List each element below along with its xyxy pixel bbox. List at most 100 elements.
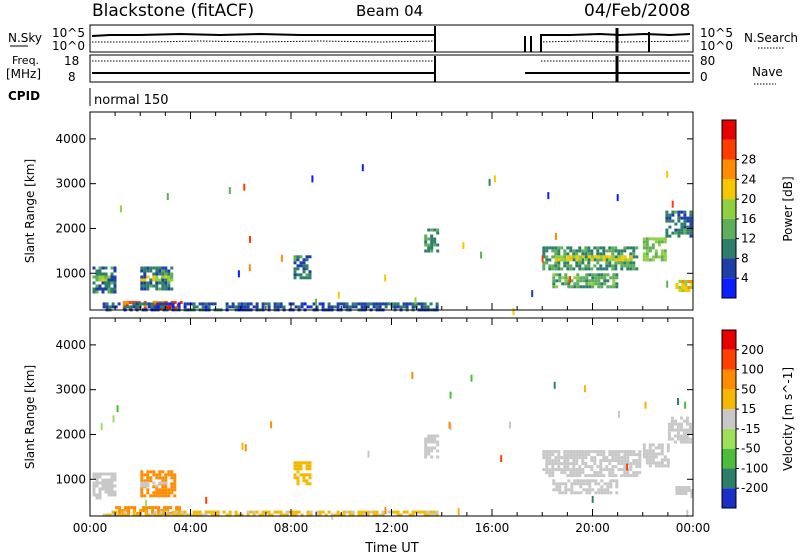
- data-cell: [560, 267, 564, 271]
- data-cell: [545, 255, 549, 259]
- data-cell: [561, 491, 565, 495]
- data-cell: [342, 513, 346, 517]
- data-cell: [575, 453, 579, 457]
- data-cell: [645, 461, 649, 465]
- data-cell: [642, 446, 646, 450]
- y-tick-label: 3000: [55, 383, 86, 397]
- data-cell: [570, 279, 574, 283]
- data-cell: [552, 273, 556, 277]
- data-cell: [95, 478, 99, 482]
- data-cell: [584, 264, 588, 268]
- data-cell: [615, 485, 619, 489]
- data-cell: [305, 267, 309, 271]
- data-cell: [424, 249, 428, 253]
- data-cell: [98, 269, 102, 273]
- data-cell: [342, 305, 346, 309]
- data-cell: [605, 255, 609, 259]
- data-cell: [603, 276, 607, 280]
- data-cell: [678, 492, 682, 495]
- data-cell: [629, 246, 633, 250]
- data-cell: [166, 506, 170, 510]
- data-cell: [687, 286, 691, 289]
- data-cell: [161, 479, 165, 483]
- data-cell: [309, 305, 313, 309]
- data-cell: [424, 455, 428, 459]
- data-cell: [95, 496, 99, 500]
- data-cell: [324, 513, 328, 517]
- data-cell: [599, 468, 603, 472]
- data-cell: [596, 255, 600, 259]
- data-cell: [614, 459, 618, 463]
- data-cell: [608, 462, 612, 466]
- data-cell: [327, 510, 331, 514]
- data-cell: [594, 282, 598, 286]
- data-cell: [671, 213, 675, 217]
- data-cell: [597, 491, 601, 495]
- data-cell: [611, 450, 615, 454]
- data-cell: [231, 302, 235, 306]
- data-point: [112, 415, 115, 423]
- y-tick-label: 1000: [55, 472, 86, 486]
- data-cell: [651, 246, 655, 250]
- nave-tick-top: 80: [700, 54, 715, 68]
- data-cell: [433, 440, 437, 444]
- data-block: [424, 434, 440, 459]
- data-cell: [660, 237, 664, 241]
- data-cell: [435, 513, 439, 517]
- data-point: [462, 242, 465, 250]
- data-cell: [408, 302, 412, 306]
- data-cell: [584, 465, 588, 469]
- data-cell: [296, 267, 300, 271]
- data-cell: [623, 261, 627, 265]
- data-cell: [129, 305, 133, 309]
- data-cell: [146, 476, 150, 480]
- data-cell: [294, 510, 298, 514]
- data-cell: [315, 513, 319, 517]
- data-cell: [620, 264, 624, 268]
- data-cell: [92, 266, 96, 270]
- data-cell: [161, 269, 165, 273]
- data-cell: [689, 210, 693, 214]
- data-cell: [207, 510, 211, 514]
- data-cell: [572, 465, 576, 469]
- data-cell: [156, 305, 160, 309]
- data-cell: [420, 510, 424, 514]
- data-cell: [671, 219, 675, 223]
- data-cell: [651, 458, 655, 462]
- data-cell: [427, 246, 431, 250]
- data-cell: [149, 470, 153, 474]
- data-cell: [648, 246, 652, 250]
- colorbar-segment: [722, 238, 736, 259]
- data-cell: [688, 437, 692, 441]
- data-cell: [183, 302, 187, 306]
- data-cell: [296, 482, 300, 486]
- data-cell: [566, 261, 570, 265]
- data-cell: [638, 471, 642, 475]
- data-cell: [436, 434, 440, 438]
- data-cell: [143, 494, 147, 498]
- nsearch-label: N.Search: [744, 31, 798, 45]
- data-cell: [578, 468, 582, 472]
- data-cell: [146, 269, 150, 273]
- data-cell: [393, 305, 397, 309]
- data-cell: [612, 479, 616, 483]
- data-point: [166, 193, 169, 201]
- colorbar-tick-label: 200: [741, 343, 764, 357]
- nsky-panel: N.Sky 10^5 10^0 N.Search 10^5 10^0: [8, 24, 798, 53]
- data-cell: [146, 281, 150, 285]
- data-cell: [579, 276, 583, 280]
- data-cell: [667, 437, 671, 441]
- data-cell: [581, 468, 585, 472]
- data-cell: [149, 269, 153, 273]
- data-cell: [429, 513, 433, 517]
- data-cell: [402, 305, 406, 309]
- nave-label: Nave: [752, 65, 783, 79]
- data-cell: [155, 484, 159, 488]
- data-cell: [654, 255, 658, 259]
- data-cell: [596, 474, 600, 478]
- data-cell: [153, 513, 157, 517]
- data-cell: [603, 282, 607, 286]
- data-cell: [642, 255, 646, 259]
- data-cell: [590, 267, 594, 271]
- data-cell: [545, 258, 549, 262]
